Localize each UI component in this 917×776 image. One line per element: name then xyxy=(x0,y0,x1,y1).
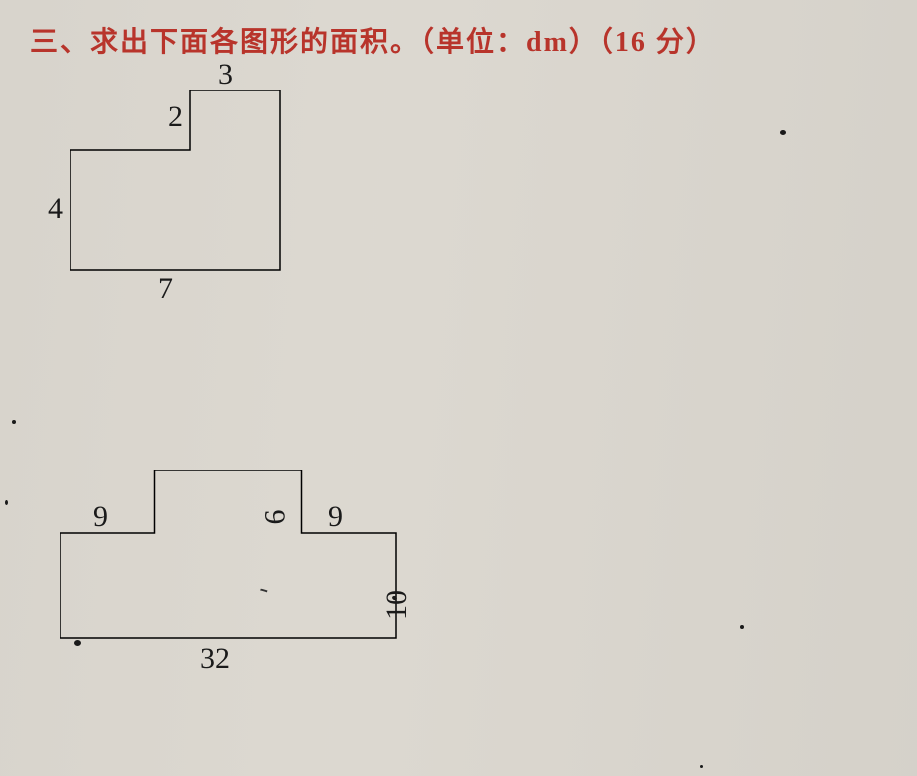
s2-label-rightstep: 9 xyxy=(328,500,343,534)
speck-4 xyxy=(740,625,744,629)
s2-label-bottom: 32 xyxy=(200,642,230,676)
s1-label-stepv: 2 xyxy=(168,100,183,134)
shape-1 xyxy=(70,90,300,290)
shape-2-polygon xyxy=(60,470,396,638)
s2-label-leftstep: 9 xyxy=(93,500,108,534)
speck-5 xyxy=(700,765,703,768)
speck-7 xyxy=(5,500,8,505)
s1-label-bottom: 7 xyxy=(158,272,173,306)
s1-label-top: 3 xyxy=(218,58,233,92)
question-title: 三、求出下面各图形的面积。（单位：dm）（16 分） xyxy=(30,20,716,60)
shape-2 xyxy=(60,470,420,670)
speck-6 xyxy=(12,420,16,424)
s2-label-rightside: 10 xyxy=(380,590,414,620)
s2-label-steph: 6 xyxy=(259,510,293,525)
speck-1 xyxy=(780,130,786,135)
s1-label-left: 4 xyxy=(48,192,63,226)
speck-2 xyxy=(74,640,81,646)
